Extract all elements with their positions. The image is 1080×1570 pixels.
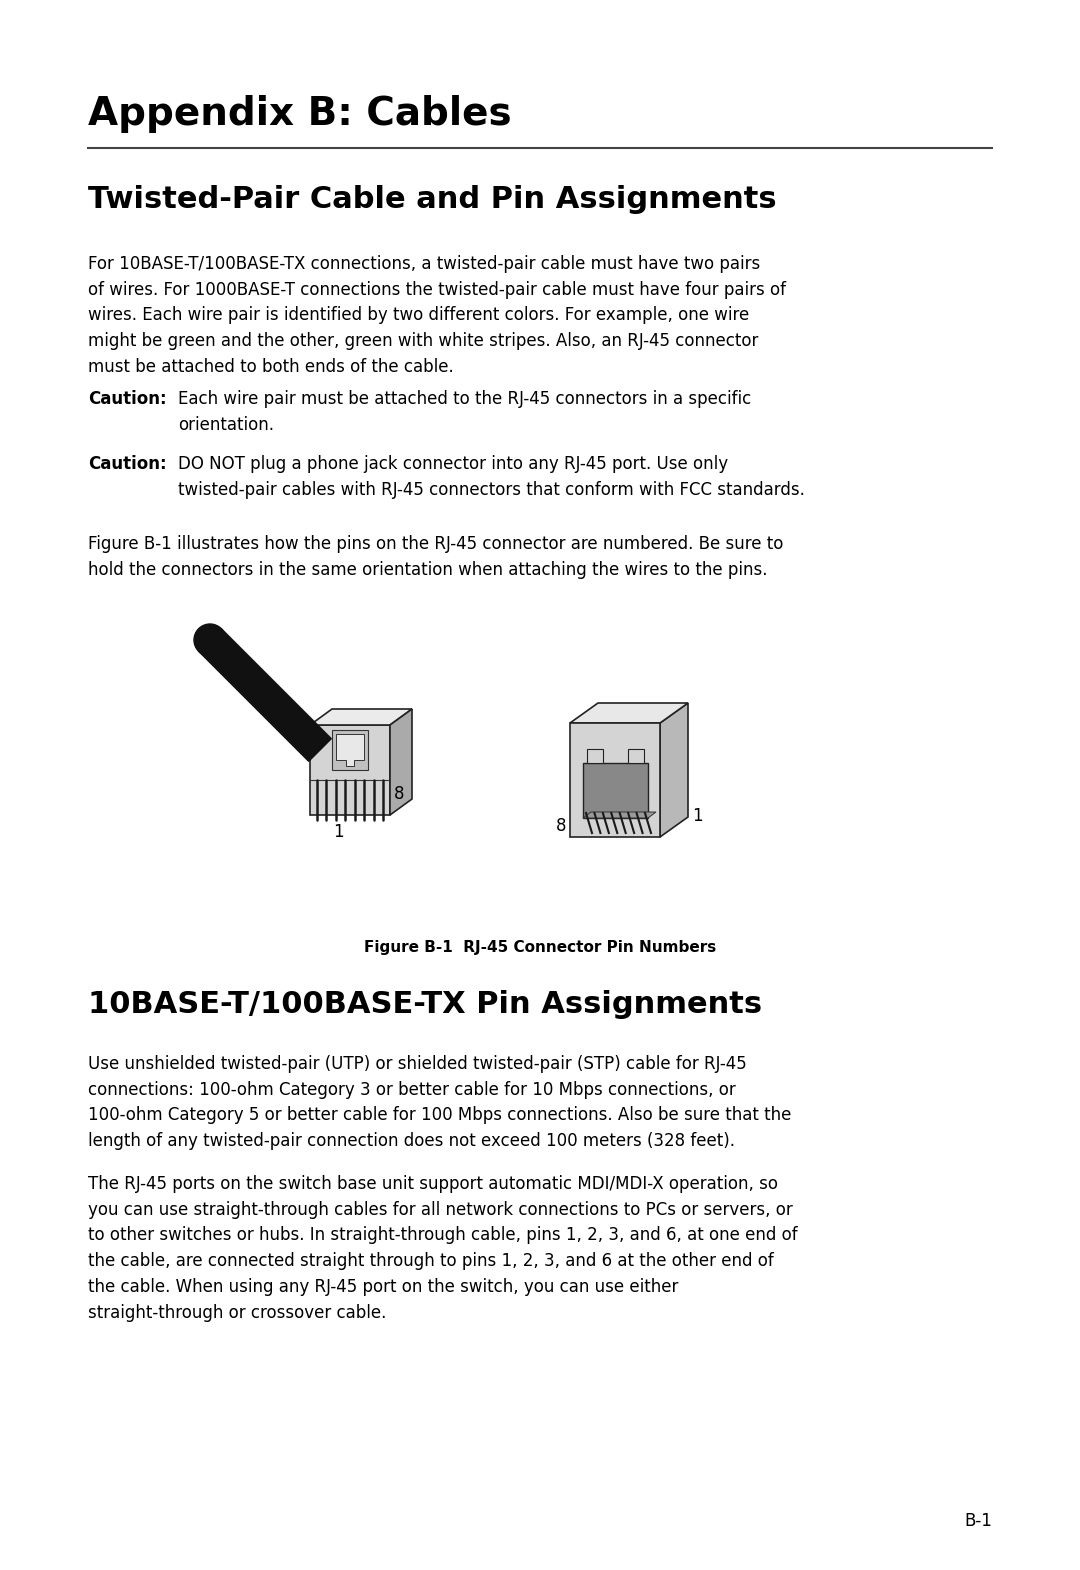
Polygon shape — [660, 703, 688, 837]
Bar — [583, 763, 648, 818]
Polygon shape — [336, 735, 364, 766]
Text: Figure B-1 illustrates how the pins on the RJ-45 connector are numbered. Be sure: Figure B-1 illustrates how the pins on t… — [87, 535, 783, 579]
Text: Figure B-1  RJ-45 Connector Pin Numbers: Figure B-1 RJ-45 Connector Pin Numbers — [364, 940, 716, 955]
Bar — [627, 749, 644, 763]
Text: 10BASE-T/100BASE-TX Pin Assignments: 10BASE-T/100BASE-TX Pin Assignments — [87, 991, 762, 1019]
Ellipse shape — [194, 623, 226, 656]
Text: 1: 1 — [333, 823, 343, 842]
Bar — [588, 749, 603, 763]
Polygon shape — [310, 725, 390, 815]
Text: Caution:: Caution: — [87, 389, 166, 408]
Polygon shape — [570, 703, 688, 724]
Text: Twisted-Pair Cable and Pin Assignments: Twisted-Pair Cable and Pin Assignments — [87, 185, 777, 214]
Text: Caution:: Caution: — [87, 455, 166, 473]
Text: DO NOT plug a phone jack connector into any RJ-45 port. Use only
twisted-pair ca: DO NOT plug a phone jack connector into … — [178, 455, 805, 499]
Text: B-1: B-1 — [964, 1512, 993, 1531]
Polygon shape — [583, 812, 656, 818]
Text: Appendix B: Cables: Appendix B: Cables — [87, 96, 512, 133]
Text: For 10BASE-T/100BASE-TX connections, a twisted-pair cable must have two pairs
of: For 10BASE-T/100BASE-TX connections, a t… — [87, 254, 786, 375]
Text: Each wire pair must be attached to the RJ-45 connectors in a specific
orientatio: Each wire pair must be attached to the R… — [178, 389, 752, 433]
Text: The RJ-45 ports on the switch base unit support automatic MDI/MDI-X operation, s: The RJ-45 ports on the switch base unit … — [87, 1174, 798, 1322]
Text: 8: 8 — [394, 785, 405, 802]
Polygon shape — [390, 710, 411, 815]
Text: Use unshielded twisted-pair (UTP) or shielded twisted-pair (STP) cable for RJ-45: Use unshielded twisted-pair (UTP) or shi… — [87, 1055, 792, 1151]
Text: 1: 1 — [692, 807, 703, 824]
Polygon shape — [310, 710, 411, 725]
Text: 8: 8 — [555, 816, 566, 835]
Bar — [332, 730, 368, 769]
Polygon shape — [199, 628, 332, 761]
Polygon shape — [570, 724, 660, 837]
